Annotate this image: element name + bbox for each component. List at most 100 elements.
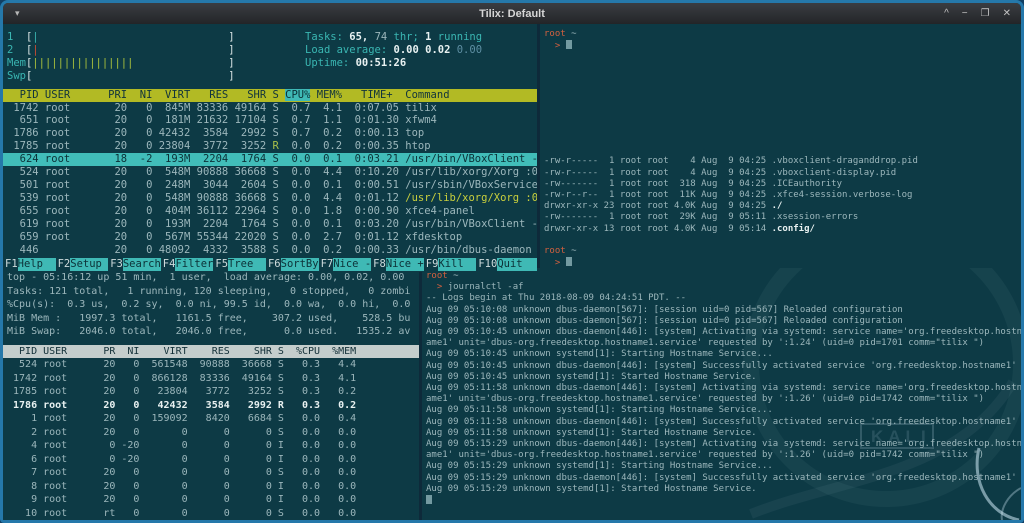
- thread-count: 74: [374, 31, 394, 43]
- htop-info-block: Tasks: 65, 74 thr; 1 running Load averag…: [301, 31, 482, 70]
- prompt-arrow: >: [544, 41, 566, 52]
- terminal-pane-top[interactable]: top - 05:16:12 up 51 min, 1 user, load a…: [3, 268, 419, 520]
- terminal-pane-htop[interactable]: 1 [| ] 2 [| ] Mem[|||||||||||||||| ] Swp…: [3, 24, 537, 272]
- process-row[interactable]: 651 root 20 0 181M 21632 17104 S 0.7 1.1…: [7, 114, 437, 127]
- process-row-running: 1786 root 20 0 42432 3584 2992 R 0.3 0.2: [7, 399, 357, 411]
- text-cursor: [565, 257, 572, 267]
- process-row[interactable]: 539 root 20 0 548M 90888 36668 S 0.0 4.4…: [3, 192, 537, 205]
- process-row[interactable]: 1785 root 20 0 23804 3772 3252 R 0.0 0.2…: [3, 140, 537, 153]
- header-columns: PID USER PRI NI VIRT RES SHR S: [7, 88, 286, 101]
- fkey-f5[interactable]: F5: [215, 258, 229, 271]
- meter-bracket: ]: [228, 56, 235, 69]
- ls-output-line: -rw------- 1 root root 29K Aug 9 05:11 .…: [540, 212, 1021, 223]
- fkey-nice-minus-button[interactable]: Nice -: [333, 258, 372, 271]
- prompt-line: root ~: [422, 271, 1021, 282]
- meter-bar: |: [32, 43, 39, 56]
- fkey-f7[interactable]: F7: [320, 258, 334, 271]
- process-row: 1785 root 20 0 23804 3772 3252 S 0.3 0.2: [7, 386, 357, 397]
- process-row[interactable]: 501 root 20 0 248M 3044 2604 S 0.0 0.1 0…: [7, 178, 537, 191]
- top-summary-line: %Cpu(s): 0.3 us, 0.2 sy, 0.0 ni, 99.5 id…: [7, 299, 411, 310]
- minimize-button[interactable]: −: [961, 8, 968, 19]
- meter-label: 2: [7, 43, 26, 56]
- dir-entry: .config/: [771, 223, 815, 234]
- fkey-f1[interactable]: F1: [5, 258, 18, 271]
- process-row[interactable]: 655 root 20 0 404M 36112 22964 S 0.0 1.8…: [7, 204, 475, 217]
- tasks-line: Tasks: 65, 74 thr; 1 running: [301, 31, 482, 44]
- command-line: > journalctl -af: [422, 282, 1021, 293]
- prompt-arrow: >: [426, 282, 448, 293]
- text-cursor: [565, 40, 572, 50]
- meter-bracket: ]: [228, 69, 235, 82]
- ls-output-line: drwxr-xr-x 23 root root 4.0K Aug 9 04:25…: [540, 201, 1021, 212]
- fkey-setup-button[interactable]: Setup: [70, 258, 109, 271]
- process-row: 1 root 20 0 159092 8420 6684 S 0.0 0.4: [7, 413, 357, 424]
- fkey-quit-button[interactable]: Quit: [497, 258, 523, 271]
- journal-line: Aug 09 05:10:08 unknown dbus-daemon[567]…: [426, 315, 903, 326]
- fkey-search-button[interactable]: Search: [122, 258, 161, 271]
- journal-line: Aug 09 05:11:58 unknown dbus-daemon[446]…: [426, 416, 1017, 427]
- ls-output-line: -rw-r----- 1 root root 4 Aug 9 04:25 .vb…: [540, 168, 1021, 179]
- mem-meter: Mem[|||||||||||||||| ]: [3, 57, 537, 70]
- row-fields: 539 root 20 0 548M 90888 36668 S 0.0 4.4…: [7, 191, 406, 204]
- terminal-pane-journal[interactable]: KALI root ~ > journalctl -af -- Logs beg…: [422, 268, 1021, 520]
- row-command: /usr/lib/xorg/Xorg :0 -s: [405, 191, 537, 204]
- journal-line: ame1' unit='dbus-org.freedesktop.hostnam…: [426, 338, 985, 349]
- process-row[interactable]: 446 20 0 48092 4332 3588 S 0.0 0.2 0:00.…: [7, 243, 537, 256]
- cpu-meter-1: 1 [| ]: [3, 31, 537, 44]
- fkey-f6[interactable]: F6: [267, 258, 281, 271]
- fkey-f4[interactable]: F4: [162, 258, 176, 271]
- fkey-nice-plus-button[interactable]: Nice +: [385, 258, 424, 271]
- prompt-input-line[interactable]: >: [540, 40, 1021, 52]
- fkey-kill-button[interactable]: Kill: [438, 258, 477, 271]
- top-table-header[interactable]: PID USER PR NI VIRT RES SHR S %CPU %MEM: [3, 344, 419, 358]
- close-button[interactable]: ✕: [1002, 8, 1011, 19]
- fkey-tree-button[interactable]: Tree: [228, 258, 266, 271]
- entered-command: journalctl -af: [447, 282, 524, 293]
- blank-area: [540, 52, 1021, 156]
- text-cursor: [426, 495, 432, 505]
- maximize-button[interactable]: ❐: [980, 8, 990, 19]
- file-entry: -rw------- 1 root root 318 Aug 9 04:25 .…: [544, 178, 843, 189]
- fkey-f3[interactable]: F3: [110, 258, 123, 271]
- process-row: 524 root 20 0 561548 90888 36668 S 0.3 4…: [7, 359, 357, 370]
- session-menu-chevron-icon[interactable]: ▾: [15, 8, 20, 18]
- fkey-f2[interactable]: F2: [57, 258, 71, 271]
- top-summary-line: Tasks: 121 total, 1 running, 120 sleepin…: [7, 285, 411, 297]
- meter-bracket: [: [25, 31, 33, 43]
- journal-line: Aug 09 05:10:08 unknown dbus-daemon[567]…: [426, 304, 903, 315]
- terminal-pane-shell[interactable]: root ~ > -rw-r----- 1 root root 4 Aug 9 …: [540, 24, 1021, 270]
- running-label: running: [437, 31, 483, 43]
- fkey-filter-button[interactable]: Filter: [175, 258, 214, 271]
- fkey-f8[interactable]: F8: [373, 258, 386, 271]
- prompt-path: ~: [447, 271, 459, 281]
- fkey-help-button[interactable]: Help: [17, 258, 56, 271]
- htop-table-header[interactable]: PID USER PRI NI VIRT RES SHR S CPU% MEM%…: [3, 88, 537, 102]
- file-entry: drwxr-xr-x 13 root root 4.0K Aug 9 05:14: [544, 223, 772, 234]
- load-average-line: Load average: 0.00 0.02 0.00: [301, 44, 482, 57]
- process-row[interactable]: 1742 root 20 0 845M 83336 49164 S 0.7 4.…: [7, 101, 437, 114]
- uptime-line: Uptime: 00:51:26: [301, 57, 482, 70]
- process-row[interactable]: 524 root 20 0 548M 90888 36668 S 0.0 4.4…: [7, 166, 537, 179]
- process-row[interactable]: 1786 root 20 0 42432 3584 2992 S 0.7 0.2…: [7, 127, 425, 140]
- blank-line: [540, 235, 1021, 246]
- journal-line: Aug 09 05:15:29 unknown dbus-daemon[446]…: [426, 439, 1021, 450]
- file-entry: -rw-r----- 1 root root 4 Aug 9 04:25 .vb…: [544, 156, 918, 167]
- meter-pad: [39, 31, 229, 43]
- process-row[interactable]: 619 root 20 0 193M 2204 1764 S 0.0 0.1 0…: [7, 217, 537, 230]
- load-value-15m: 0.00: [456, 43, 483, 56]
- fkey-f9[interactable]: F9: [425, 258, 439, 271]
- process-row-selected[interactable]: 624 root 18 -2 193M 2204 1764 S 0.0 0.1 …: [3, 153, 537, 167]
- meter-pad: [133, 57, 228, 69]
- cursor-line[interactable]: [422, 495, 1021, 507]
- shade-button[interactable]: ^: [944, 8, 949, 19]
- prompt-path: ~: [565, 245, 577, 256]
- ls-output-line: -rw-r--r-- 1 root root 11K Aug 9 04:25 .…: [540, 190, 1021, 201]
- swap-meter: Swp[ ]: [3, 70, 537, 83]
- prompt-path: ~: [565, 29, 577, 39]
- prompt-input-line[interactable]: >: [540, 257, 1021, 269]
- header-cpu-column[interactable]: CPU%: [285, 88, 311, 101]
- process-row[interactable]: 659 root 20 0 567M 55344 22020 S 0.0 2.7…: [7, 230, 463, 243]
- fkey-f10[interactable]: F10: [478, 258, 498, 271]
- file-entry: -rw-r--r-- 1 root root 11K Aug 9 04:25 .…: [544, 190, 913, 201]
- fkey-sortby-button[interactable]: SortBy: [280, 258, 319, 271]
